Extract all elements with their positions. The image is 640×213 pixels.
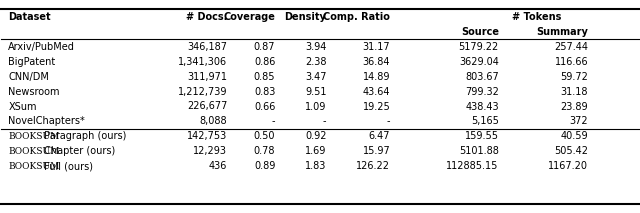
Text: 0.92: 0.92 bbox=[305, 131, 326, 141]
Text: 1.09: 1.09 bbox=[305, 102, 326, 111]
Text: 5179.22: 5179.22 bbox=[459, 42, 499, 52]
Text: 5101.88: 5101.88 bbox=[459, 146, 499, 156]
Text: -: - bbox=[387, 117, 390, 127]
Text: CNN/DM: CNN/DM bbox=[8, 72, 49, 82]
Text: -: - bbox=[323, 117, 326, 127]
Text: 803.67: 803.67 bbox=[465, 72, 499, 82]
Text: 3629.04: 3629.04 bbox=[459, 57, 499, 67]
Text: Full (ours): Full (ours) bbox=[40, 161, 93, 171]
Text: 0.78: 0.78 bbox=[254, 146, 275, 156]
Text: 9.51: 9.51 bbox=[305, 86, 326, 96]
Text: 1.83: 1.83 bbox=[305, 161, 326, 171]
Text: 436: 436 bbox=[209, 161, 227, 171]
Text: Coverage: Coverage bbox=[223, 12, 275, 22]
Text: BOOKSUM: BOOKSUM bbox=[8, 132, 60, 141]
Text: 12,293: 12,293 bbox=[193, 146, 227, 156]
Text: 116.66: 116.66 bbox=[555, 57, 588, 67]
Text: 505.42: 505.42 bbox=[554, 146, 588, 156]
Text: BOOKSUM: BOOKSUM bbox=[8, 162, 60, 171]
Text: NovelChapters*: NovelChapters* bbox=[8, 117, 85, 127]
Text: Source: Source bbox=[461, 27, 499, 37]
Text: 40.59: 40.59 bbox=[561, 131, 588, 141]
Text: Comp. Ratio: Comp. Ratio bbox=[323, 12, 390, 22]
Text: 346,187: 346,187 bbox=[188, 42, 227, 52]
Text: Summary: Summary bbox=[536, 27, 588, 37]
Text: 0.50: 0.50 bbox=[254, 131, 275, 141]
Text: XSum: XSum bbox=[8, 102, 37, 111]
Text: 0.86: 0.86 bbox=[254, 57, 275, 67]
Text: 43.64: 43.64 bbox=[363, 86, 390, 96]
Text: 0.66: 0.66 bbox=[254, 102, 275, 111]
Text: Newsroom: Newsroom bbox=[8, 86, 60, 96]
Text: 226,677: 226,677 bbox=[187, 102, 227, 111]
Text: 31.17: 31.17 bbox=[363, 42, 390, 52]
Text: 3.94: 3.94 bbox=[305, 42, 326, 52]
Text: 0.85: 0.85 bbox=[254, 72, 275, 82]
Text: Density: Density bbox=[285, 12, 326, 22]
Text: 8,088: 8,088 bbox=[200, 117, 227, 127]
Text: # Tokens: # Tokens bbox=[513, 12, 562, 22]
Text: Chapter (ours): Chapter (ours) bbox=[40, 146, 115, 156]
Text: 311,971: 311,971 bbox=[188, 72, 227, 82]
Text: 438.43: 438.43 bbox=[465, 102, 499, 111]
Text: BOOKSUM: BOOKSUM bbox=[8, 147, 60, 156]
Text: 3.47: 3.47 bbox=[305, 72, 326, 82]
Text: 19.25: 19.25 bbox=[362, 102, 390, 111]
Text: 2.38: 2.38 bbox=[305, 57, 326, 67]
Text: 799.32: 799.32 bbox=[465, 86, 499, 96]
Text: 0.83: 0.83 bbox=[254, 86, 275, 96]
Text: 126.22: 126.22 bbox=[356, 161, 390, 171]
Text: 1.69: 1.69 bbox=[305, 146, 326, 156]
Text: 1167.20: 1167.20 bbox=[548, 161, 588, 171]
Text: 23.89: 23.89 bbox=[561, 102, 588, 111]
Text: # Docs.: # Docs. bbox=[186, 12, 227, 22]
Text: 59.72: 59.72 bbox=[561, 72, 588, 82]
Text: 142,753: 142,753 bbox=[187, 131, 227, 141]
Text: 6.47: 6.47 bbox=[369, 131, 390, 141]
Text: Arxiv/PubMed: Arxiv/PubMed bbox=[8, 42, 76, 52]
Text: 31.18: 31.18 bbox=[561, 86, 588, 96]
Text: 36.84: 36.84 bbox=[363, 57, 390, 67]
Text: Paragraph (ours): Paragraph (ours) bbox=[40, 131, 126, 141]
Text: -: - bbox=[272, 117, 275, 127]
Text: 0.87: 0.87 bbox=[254, 42, 275, 52]
Text: 1,341,306: 1,341,306 bbox=[179, 57, 227, 67]
Text: 15.97: 15.97 bbox=[362, 146, 390, 156]
Text: 257.44: 257.44 bbox=[554, 42, 588, 52]
Text: 159.55: 159.55 bbox=[465, 131, 499, 141]
Text: 112885.15: 112885.15 bbox=[447, 161, 499, 171]
Text: 372: 372 bbox=[570, 117, 588, 127]
Text: Dataset: Dataset bbox=[8, 12, 51, 22]
Text: 1,212,739: 1,212,739 bbox=[178, 86, 227, 96]
Text: BigPatent: BigPatent bbox=[8, 57, 56, 67]
Text: 0.89: 0.89 bbox=[254, 161, 275, 171]
Text: 14.89: 14.89 bbox=[363, 72, 390, 82]
Text: 5,165: 5,165 bbox=[471, 117, 499, 127]
